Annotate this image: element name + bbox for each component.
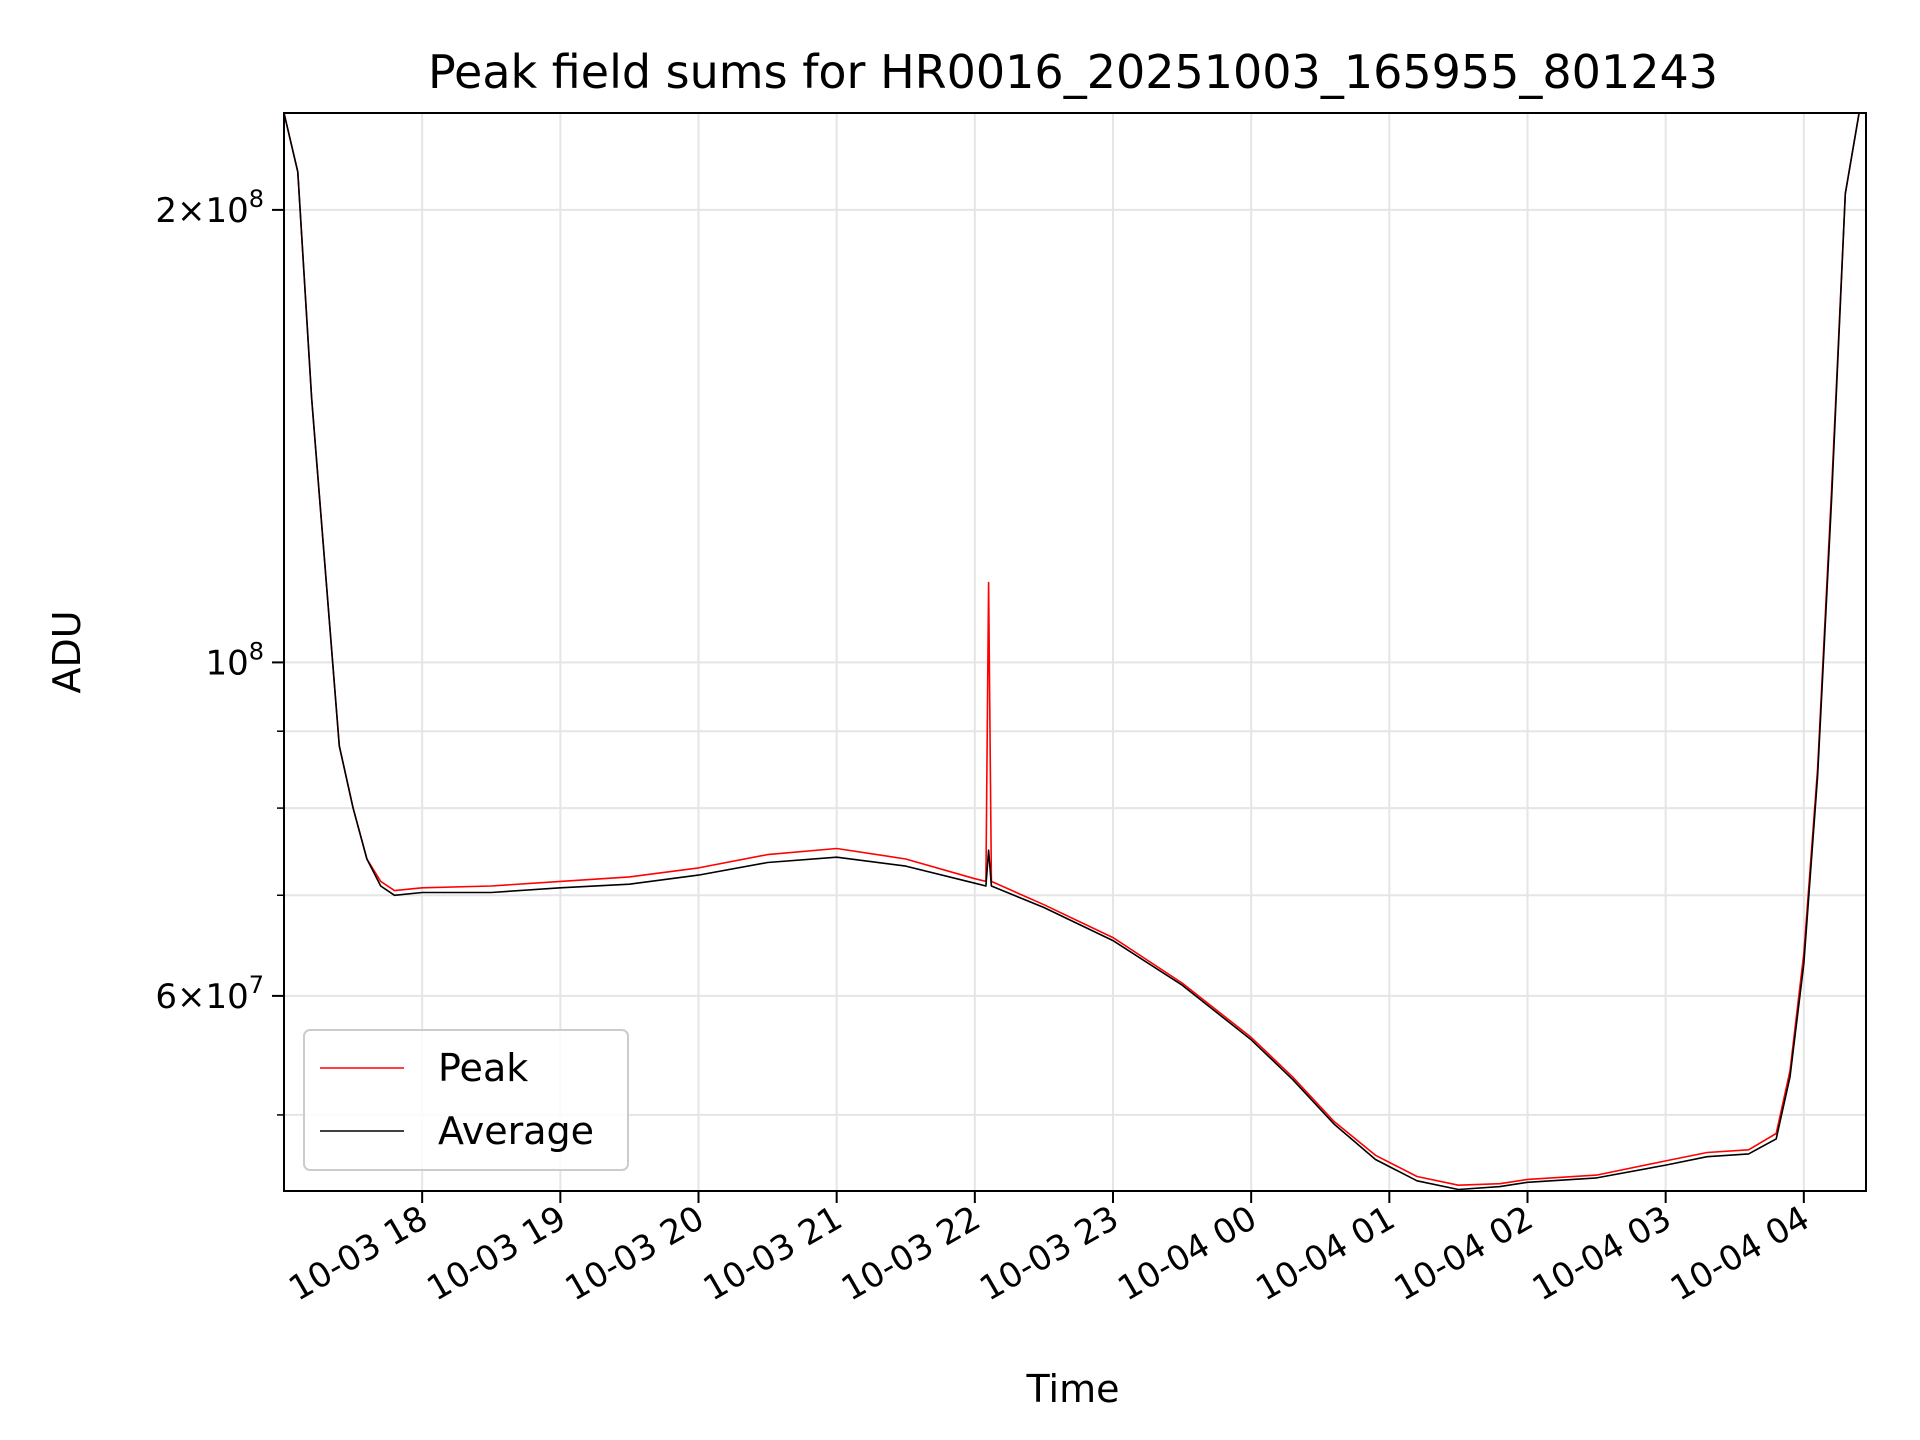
legend-label-peak: Peak xyxy=(438,1046,528,1090)
legend-box xyxy=(303,1029,629,1171)
y-tick-label: 6×107 xyxy=(155,971,264,1017)
legend: Peak Average xyxy=(303,1029,629,1171)
y-axis-label: ADU xyxy=(45,610,89,693)
series-layer xyxy=(284,113,1866,1191)
plot-area xyxy=(284,113,1866,1191)
chart-title: Peak field sums for HR0016_20251003_1659… xyxy=(428,45,1718,99)
y-tick-label: 2×108 xyxy=(155,185,264,231)
x-axis-label: Time xyxy=(1026,1367,1120,1411)
legend-label-average: Average xyxy=(438,1109,594,1153)
series-line-average xyxy=(284,113,1866,1191)
series-line-peak xyxy=(284,113,1866,1186)
y-tick-label: 108 xyxy=(205,637,264,683)
plot-frame xyxy=(283,112,1867,1192)
grid xyxy=(284,113,1866,1191)
